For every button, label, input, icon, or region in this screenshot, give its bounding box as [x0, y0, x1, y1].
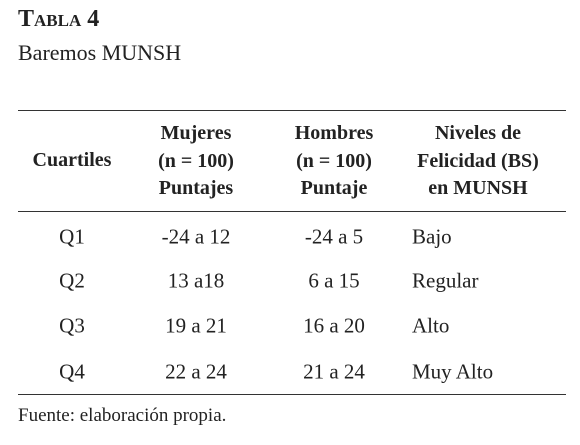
table-cell: Bajo — [412, 224, 452, 249]
table-cell: Q4 — [59, 359, 85, 384]
table-cell: Muy Alto — [412, 359, 494, 384]
top-rule — [18, 110, 566, 111]
header-line: (n = 100) — [296, 149, 372, 172]
table-footer: Fuente: elaboración propia. — [18, 405, 227, 426]
table-cell: Regular — [412, 268, 479, 293]
header-line: Cuartiles — [32, 149, 112, 171]
header-line: Hombres — [294, 122, 374, 144]
table-cell: -24 a 12 — [161, 224, 231, 249]
header-line: Mujeres — [160, 122, 232, 144]
table-cell: 21 a 24 — [303, 359, 365, 384]
table-cell: 6 a 15 — [308, 268, 360, 293]
table-cell: -24 a 5 — [304, 224, 364, 249]
table-cell: Q1 — [59, 224, 85, 249]
table-cell: Q2 — [59, 268, 85, 293]
header-line: Puntaje — [300, 177, 368, 199]
header-line: en MUNSH — [428, 177, 528, 199]
header-line: Felicidad (BS) — [417, 149, 539, 172]
header-cell: Hombres (n = 100) Puntaje — [254, 120, 414, 203]
bottom-rule — [18, 394, 566, 395]
header-line: (n = 100) — [158, 149, 234, 172]
table-cell: 22 a 24 — [165, 359, 227, 384]
table-cell: Q3 — [59, 313, 85, 338]
table-cell: 19 a 21 — [165, 313, 227, 338]
table-title: Tabla 4 — [18, 6, 100, 32]
header-line: Niveles de — [434, 122, 522, 144]
table-cell: 16 a 20 — [303, 313, 365, 338]
table-cell: Alto — [412, 313, 450, 338]
table-cell: 13 a18 — [167, 268, 225, 293]
header-cell: Mujeres (n = 100) Puntajes — [116, 120, 276, 203]
header-cell: Cuartiles — [0, 147, 152, 175]
header-rule — [18, 211, 566, 212]
header-line: Puntajes — [158, 177, 234, 199]
table-subtitle: Baremos MUNSH — [18, 40, 182, 65]
header-cell: Niveles de Felicidad (BS) en MUNSH — [398, 120, 558, 203]
